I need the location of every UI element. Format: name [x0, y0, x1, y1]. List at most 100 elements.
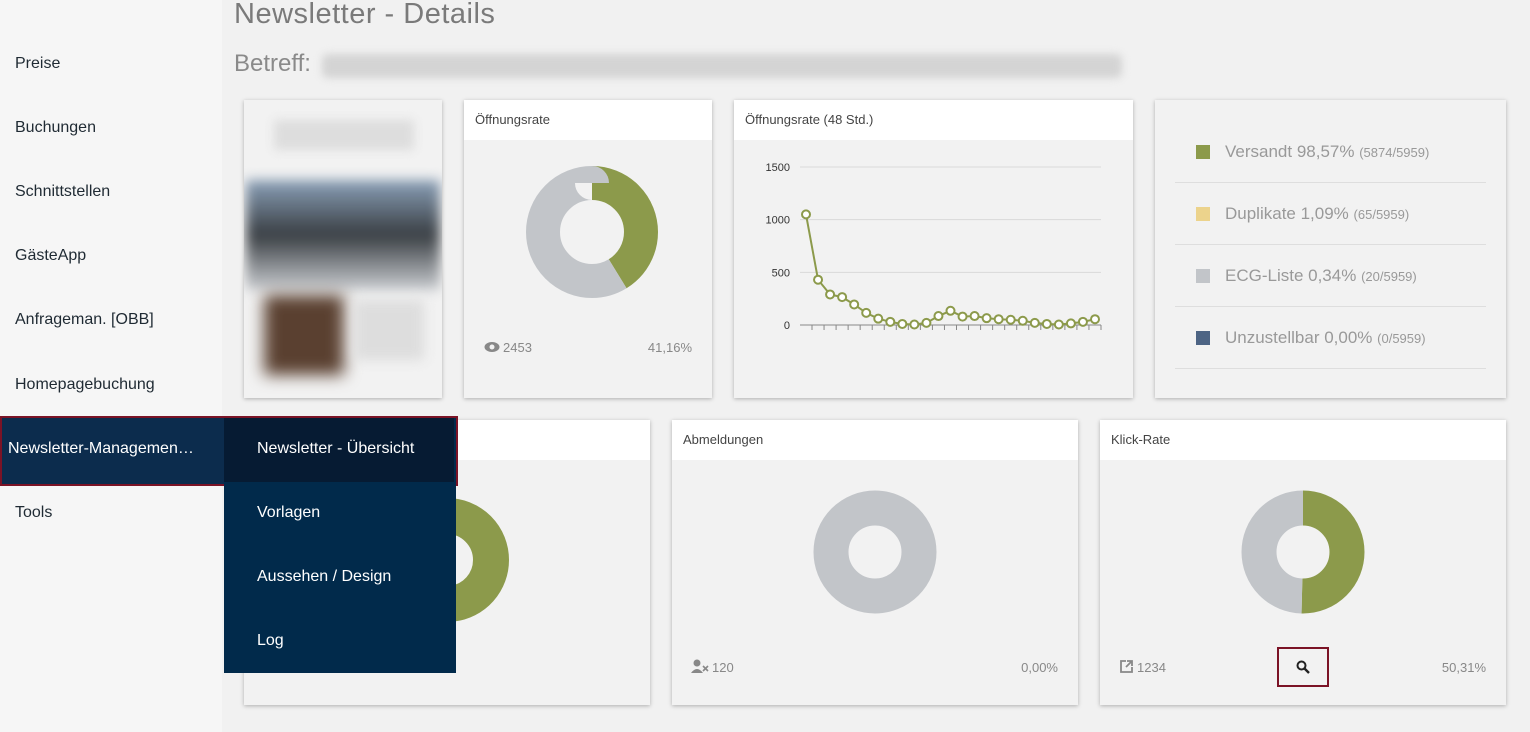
y-tick-label: 1500 [766, 162, 790, 174]
subject-blurred [322, 54, 1122, 78]
point [909, 319, 920, 330]
unsubscribe-percent: 0,00% [1021, 660, 1058, 675]
donut-segment [1241, 490, 1365, 614]
point [873, 313, 884, 324]
status-label: Duplikate 1,09% (65/5959) [1225, 204, 1409, 224]
card-header: Abmeldungen [672, 420, 1078, 460]
preview-blur [264, 295, 344, 375]
separator [1175, 182, 1486, 183]
point [945, 305, 956, 316]
sidebar-item[interactable]: Homepagebuchung [15, 375, 155, 393]
status-text: ECG-Liste 0,34% [1225, 266, 1357, 285]
sidebar-item[interactable]: GästeApp [15, 247, 87, 265]
preview-blur [246, 180, 440, 290]
sidebar-item[interactable]: Schnittstellen [15, 183, 111, 201]
point [813, 274, 824, 285]
point [969, 311, 980, 322]
point [957, 311, 968, 322]
line-chart: 0 500 1000 1500 [766, 162, 1102, 332]
status-swatch [1196, 331, 1210, 345]
search-icon [1296, 660, 1310, 674]
click-count: 1234 [1137, 660, 1166, 675]
views-count: 2453 [503, 340, 532, 355]
status-label: Unzustellbar 0,00% (0/5959) [1225, 328, 1426, 348]
point [897, 318, 908, 329]
card-header: Öffnungsrate (48 Std.) [734, 100, 1133, 140]
point [1029, 317, 1040, 328]
point [1065, 318, 1076, 329]
status-count: (20/5959) [1361, 269, 1417, 284]
status-count: (0/5959) [1377, 331, 1426, 346]
status-swatch [1196, 269, 1210, 283]
donut [526, 166, 658, 298]
user-x-icon [691, 659, 709, 673]
y-tick-label: 500 [772, 267, 790, 279]
point [885, 316, 896, 327]
card-header: Klick-Rate [1100, 420, 1506, 460]
point [1005, 314, 1016, 325]
separator [1175, 244, 1486, 245]
point [921, 317, 932, 328]
page-title: Newsletter - Details [234, 0, 496, 30]
status-swatch [1196, 145, 1210, 159]
submenu-item[interactable]: Aussehen / Design [257, 568, 392, 585]
point [861, 307, 872, 318]
open-rate-48h-card: Öffnungsrate (48 Std.) 0 500 1000 1500 [734, 100, 1133, 398]
separator [1175, 306, 1486, 307]
y-tick-label: 1000 [766, 215, 790, 227]
status-count: (65/5959) [1353, 207, 1410, 222]
status-label: Versandt 98,57% (5874/5959) [1225, 142, 1429, 162]
sidebar-item[interactable]: Buchungen [15, 119, 96, 137]
unsubscribe-count: 120 [712, 660, 734, 675]
status-text: Duplikate 1,09% [1225, 204, 1349, 223]
open-rate-card: Öffnungsrate 2453 41,16% [464, 100, 712, 398]
sidebar-item[interactable]: Preise [15, 55, 61, 72]
status-card: Versandt 98,57% (5874/5959) Duplikate 1,0… [1155, 100, 1506, 398]
sidebar-item[interactable]: Anfrageman. [OBB] [15, 311, 154, 329]
eye-icon [484, 342, 500, 352]
point [849, 299, 860, 310]
point [825, 289, 836, 300]
external-link-icon [1120, 660, 1133, 673]
point [1077, 316, 1088, 327]
separator [1175, 368, 1486, 369]
submenu-item[interactable]: Vorlagen [257, 504, 321, 521]
preview-blur [274, 120, 414, 150]
unsubscribes-card: Abmeldungen 120 0,00% [672, 420, 1078, 705]
status-text: Versandt 98,57% [1225, 142, 1355, 161]
card-title: Öffnungsrate [475, 112, 550, 127]
click-rate-card: Klick-Rate 1234 50,31% [1100, 420, 1506, 705]
status-label: ECG-Liste 0,34% (20/5959) [1225, 266, 1417, 286]
subject-label: Betreff: [234, 50, 311, 77]
submenu-item[interactable]: Newsletter - Übersicht [257, 440, 415, 457]
point [933, 311, 944, 322]
sidebar-item[interactable]: Newsletter-Managemen… [8, 439, 194, 457]
card-header: Öffnungsrate [464, 100, 712, 140]
point [837, 292, 848, 303]
y-tick-label: 0 [784, 320, 790, 332]
point [993, 314, 1004, 325]
donut-segment [526, 166, 658, 298]
card-title: Öffnungsrate (48 Std.) [745, 112, 874, 127]
submenu-item[interactable]: Log [257, 632, 284, 649]
sidebar: Preise Buchungen Schnittstellen GästeApp Anf… [0, 0, 222, 732]
point [1017, 315, 1028, 326]
sidebar-item[interactable]: Tools [15, 503, 53, 521]
point [801, 209, 811, 220]
status-count: (5874/5959) [1359, 145, 1430, 160]
status-text: Unzustellbar 0,00% [1225, 328, 1373, 347]
card-title: Abmeldungen [683, 432, 764, 447]
open-percent: 41,16% [647, 340, 692, 355]
point [981, 313, 992, 324]
card-title: Klick-Rate [1111, 432, 1171, 447]
point [1041, 318, 1052, 329]
submenu-active[interactable] [224, 418, 454, 482]
click-percent: 50,31% [1441, 660, 1486, 675]
preview-blur [354, 300, 424, 360]
donut-segment [813, 490, 937, 614]
donut [813, 490, 937, 614]
preview-card[interactable] [244, 100, 442, 398]
search-button[interactable] [1277, 647, 1329, 687]
point [1090, 314, 1100, 325]
